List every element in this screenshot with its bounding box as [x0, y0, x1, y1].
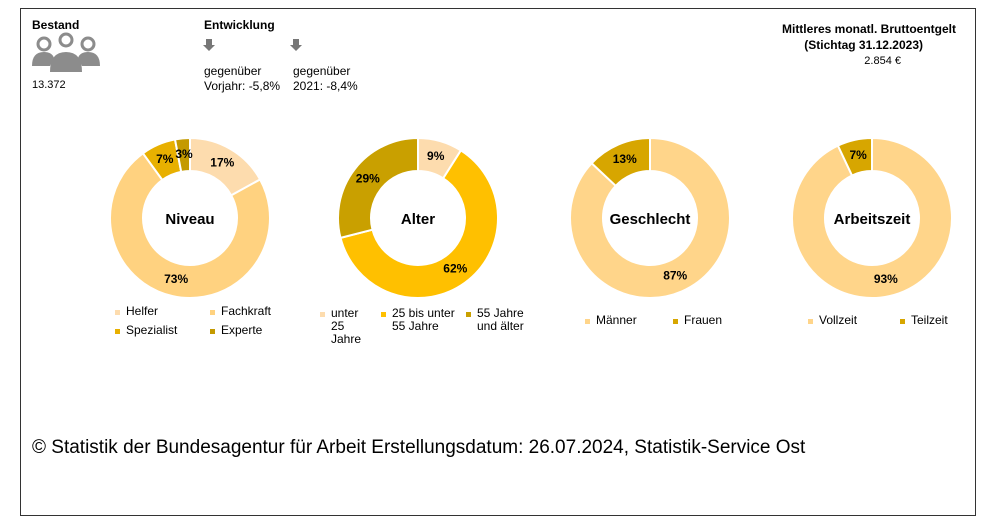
legend-label: 55 Jahre und älter	[477, 306, 524, 333]
slice-label: 62%	[443, 262, 467, 276]
donut-title: Geschlecht	[610, 211, 691, 228]
legend: Helfer Fachkraft Spezialist Experte	[115, 305, 295, 337]
legend-label: Männer	[596, 313, 637, 327]
legend-swatch	[210, 310, 215, 315]
legend-item: Spezialist	[115, 324, 200, 337]
donut-title: Niveau	[165, 211, 214, 228]
entwicklung-title: Entwicklung	[204, 18, 275, 32]
entgelt-subtitle: (Stichtag 31.12.2023)	[804, 38, 923, 52]
bestand-title: Bestand	[32, 18, 80, 32]
footer: © Statistik der Bundesagentur für Arbeit…	[32, 437, 806, 458]
slice-label: 7%	[156, 152, 174, 166]
entwicklung-text: 2021: -8,4%	[293, 79, 358, 93]
donut-slice	[791, 136, 953, 299]
legend-swatch	[673, 319, 678, 324]
legend: unter 25 Jahre 25 bis unter 55 Jahre 55 Ja…	[320, 307, 533, 346]
legend-item: Fachkraft	[210, 305, 295, 318]
donut-slice	[173, 136, 191, 174]
legend: Männer Frauen	[585, 314, 743, 327]
legend-swatch	[115, 310, 120, 315]
donut-slice	[337, 136, 419, 240]
legend-label: Fachkraft	[221, 304, 272, 318]
legend-item: Helfer	[115, 305, 200, 318]
legend-item: Vollzeit	[808, 314, 890, 327]
legend-swatch	[585, 319, 590, 324]
down-arrows	[203, 39, 302, 51]
legend-item: unter 25 Jahre	[320, 307, 371, 346]
donut-slice	[109, 151, 271, 299]
entwicklung-label: gegenüber	[204, 64, 262, 78]
legend-item: 25 bis unter 55 Jahre	[381, 307, 456, 346]
entwicklung-label: gegenüber	[293, 64, 351, 78]
legend-swatch	[900, 319, 905, 324]
legend: Vollzeit Teilzeit	[808, 314, 970, 327]
donut-title: Alter	[401, 211, 435, 228]
legend-label: Spezialist	[126, 323, 178, 337]
donut-slice	[836, 136, 873, 177]
entwicklung-text: Vorjahr: -5,8%	[204, 79, 281, 93]
slice-label: 29%	[356, 171, 380, 185]
entgelt-value: 2.854 €	[864, 55, 901, 67]
donut-slice	[590, 136, 651, 188]
slice-label: 13%	[613, 152, 637, 166]
legend-label: unter 25 Jahre	[331, 306, 362, 346]
entgelt-title: Mittleres monatl. Bruttoentgelt	[781, 22, 956, 36]
slice-label: 93%	[874, 272, 898, 286]
legend-swatch	[466, 312, 471, 317]
legend-item: Männer	[585, 314, 663, 327]
legend-item: Frauen	[673, 314, 743, 327]
bestand-value: 13.372	[32, 79, 66, 91]
slice-label: 9%	[427, 149, 445, 163]
slice-label: 87%	[663, 268, 687, 282]
donut-slice	[569, 136, 731, 299]
legend-swatch	[320, 312, 325, 317]
donut-title: Arbeitszeit	[834, 211, 911, 228]
legend-item: Teilzeit	[900, 314, 970, 327]
legend-swatch	[381, 312, 386, 317]
slice-label: 73%	[164, 272, 188, 286]
frame	[20, 8, 976, 516]
legend-label: Frauen	[684, 313, 723, 327]
donut-slice	[339, 149, 499, 299]
slice-label: 17%	[210, 156, 234, 170]
people-icon	[32, 32, 100, 72]
legend-label: Teilzeit	[911, 313, 948, 327]
legend-item: Experte	[210, 324, 295, 337]
legend-item: 55 Jahre und älter	[466, 307, 533, 346]
legend-label: Experte	[221, 323, 263, 337]
slice-label: 7%	[849, 148, 867, 162]
legend-label: Vollzeit	[819, 313, 858, 327]
legend-swatch	[808, 319, 813, 324]
legend-label: Helfer	[126, 304, 159, 318]
slice-label: 3%	[175, 147, 193, 161]
legend-swatch	[115, 329, 120, 334]
legend-swatch	[210, 329, 215, 334]
legend-label: 25 bis unter 55 Jahre	[392, 306, 455, 333]
